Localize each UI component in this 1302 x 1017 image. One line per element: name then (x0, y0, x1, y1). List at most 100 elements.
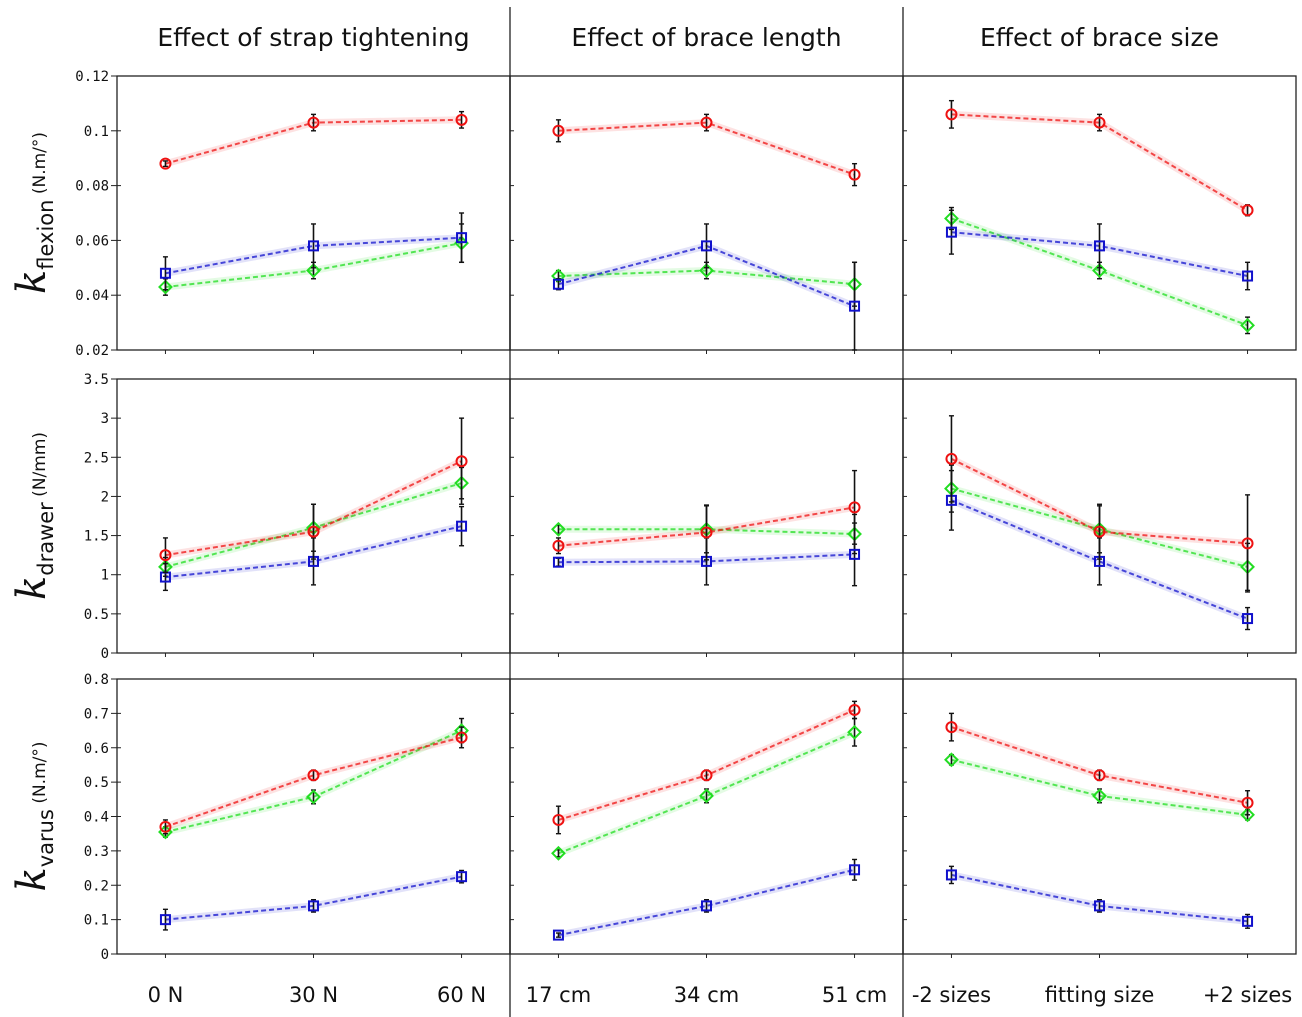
series-shadow-band (950, 756, 1248, 819)
panel-series-group (551, 700, 862, 941)
data-point-circle (700, 116, 713, 129)
data-point-square (701, 240, 712, 252)
data-point-square (552, 929, 564, 941)
column-title: Effect of brace size (980, 23, 1219, 52)
y-tick-label: 0.1 (84, 913, 109, 929)
y-tick-label: 0.5 (84, 607, 109, 623)
y-tick-label: 0.2 (84, 878, 109, 894)
data-point-square (1242, 915, 1254, 927)
data-point-circle (1241, 796, 1254, 809)
panel-series-group (551, 113, 862, 351)
x-tick-label: +2 sizes (1203, 983, 1292, 1007)
data-point-diamond (306, 789, 321, 805)
data-point-circle (848, 168, 861, 181)
panel-series-group (944, 712, 1255, 929)
data-point-square (945, 226, 957, 238)
y-tick-label: 2.5 (84, 450, 109, 466)
data-point-circle (552, 124, 565, 137)
y-axis-label: kflexion (N.m/°) (9, 132, 58, 294)
data-point-square (849, 300, 861, 312)
data-point-square (701, 900, 712, 912)
y-tick-label: 0.3 (84, 844, 109, 860)
y-tick-label: 1 (101, 568, 109, 584)
series-line-blue (165, 236, 462, 275)
data-point-circle (1093, 116, 1106, 129)
data-point-circle (848, 703, 861, 716)
x-tick-label: 17 cm (526, 983, 591, 1007)
data-point-diamond (1092, 788, 1107, 804)
data-point-circle (848, 501, 861, 514)
data-point-diamond (699, 263, 714, 278)
data-point-diamond (551, 845, 566, 861)
series-line-blue (558, 868, 855, 937)
data-point-circle (552, 539, 565, 552)
y-tick-label: 0.1 (84, 124, 109, 140)
data-point-diamond (1240, 807, 1255, 823)
y-axis-label-unit: (N/mm) (30, 432, 50, 502)
data-point-circle (552, 813, 565, 826)
y-tick-label: 0.6 (84, 741, 109, 757)
panel-series-group (158, 717, 469, 931)
panel-series-group (944, 415, 1255, 631)
y-tick-label: 0.04 (75, 288, 109, 304)
y-tick-label: 0.08 (75, 179, 109, 195)
y-axis-label-subscript: drawer (34, 502, 58, 576)
y-tick-label: 1.5 (84, 529, 109, 545)
data-point-diamond (1092, 263, 1107, 278)
data-point-square (1242, 270, 1254, 282)
data-point-square (456, 520, 468, 532)
x-tick-label: 0 N (148, 983, 184, 1007)
data-point-circle (1093, 769, 1106, 782)
data-point-circle (1241, 204, 1254, 217)
series-shadow-band (950, 871, 1248, 925)
data-point-square (849, 548, 861, 560)
series-line-red (165, 460, 462, 557)
y-tick-label: 2 (101, 489, 109, 505)
y-axis-label: kvarus (N.m/°) (9, 741, 58, 891)
data-point-square (945, 869, 957, 881)
data-point-square (456, 232, 468, 244)
y-axis-label-unit: (N.m/°) (30, 741, 50, 809)
data-point-diamond (158, 279, 173, 295)
data-point-circle (700, 526, 713, 539)
y-tick-label: 0.02 (75, 343, 109, 359)
series-shadow-band (164, 734, 463, 831)
y-tick-label: 0.8 (84, 672, 109, 688)
y-tick-label: 0 (101, 947, 109, 963)
data-point-circle (159, 157, 172, 170)
panel-series-group (158, 417, 469, 592)
x-tick-label: 60 N (437, 983, 486, 1007)
data-point-square (456, 871, 468, 883)
y-tick-label: 0 (101, 646, 109, 662)
y-axis-label-symbol: k (9, 867, 55, 891)
data-series (158, 99, 1255, 941)
data-point-circle (700, 769, 713, 782)
data-point-circle (945, 721, 958, 734)
y-tick-label: 0.12 (75, 69, 109, 85)
panel-series-group (158, 110, 469, 296)
series-shadow-band (165, 873, 463, 924)
data-point-circle (945, 452, 958, 465)
data-point-circle (1241, 537, 1254, 550)
column-title: Effect of strap tightening (157, 23, 469, 52)
y-tick-label: 3.5 (84, 372, 109, 388)
series-line-green (558, 731, 855, 855)
y-tick-label: 0.5 (84, 775, 109, 791)
data-point-circle (307, 116, 320, 129)
x-tick-label: 51 cm (822, 983, 887, 1007)
data-point-square (308, 240, 319, 252)
data-point-square (552, 556, 564, 568)
data-point-square (159, 914, 171, 926)
data-point-circle (159, 820, 172, 833)
data-point-circle (455, 731, 468, 744)
y-tick-label: 0.4 (84, 810, 109, 826)
x-tick-label: fitting size (1045, 983, 1155, 1007)
data-point-square (849, 864, 861, 876)
series-line-blue (951, 873, 1248, 923)
data-point-diamond (699, 788, 714, 804)
panel-series-group (551, 469, 862, 587)
x-tick-label: -2 sizes (912, 983, 991, 1007)
data-point-circle (455, 113, 468, 126)
y-axis-label-unit: (N.m/°) (30, 132, 50, 200)
